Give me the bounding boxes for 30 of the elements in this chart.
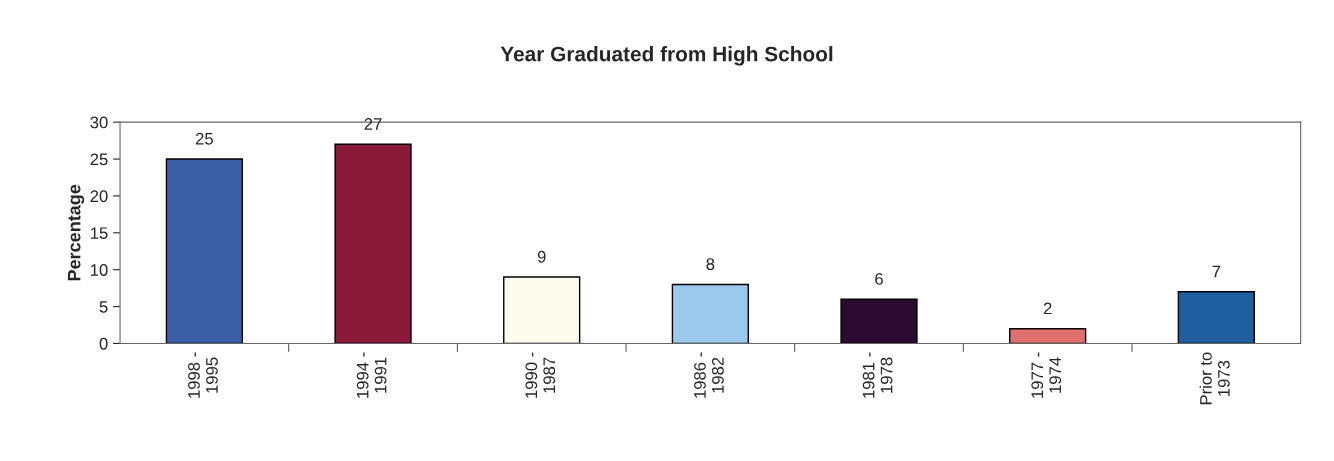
- data-label: 27: [364, 118, 382, 130]
- bar: [334, 143, 412, 344]
- y-tick-label: 25: [90, 153, 108, 166]
- bar: [1177, 291, 1255, 344]
- x-tick-label: 1981 - 1978: [862, 352, 893, 398]
- bar: [840, 298, 918, 344]
- data-label: 9: [537, 250, 546, 263]
- y-tick-label: 10: [90, 264, 108, 276]
- x-tick-label: 1994 - 1991: [356, 352, 387, 398]
- x-tick-label: 1998 - 1995: [188, 352, 218, 398]
- y-tick-label: 0: [99, 337, 108, 350]
- x-tick-label: 1990 - 1987: [525, 352, 556, 398]
- data-label: 7: [1212, 265, 1221, 278]
- x-tick-label: Prior to 1973: [1199, 352, 1230, 405]
- y-tick-label: 5: [99, 301, 108, 313]
- bar: [671, 283, 749, 344]
- data-label: 25: [195, 132, 213, 145]
- data-label: 2: [1043, 302, 1052, 315]
- y-tick-label: 30: [90, 116, 108, 129]
- bar: [165, 158, 244, 344]
- x-tick-label: 1986 - 1982: [694, 352, 724, 398]
- data-label: 8: [706, 258, 715, 271]
- bar: [503, 276, 581, 344]
- chart-title: Year Graduated from High School: [500, 46, 833, 66]
- x-tick-label: 1977 - 1974: [1031, 352, 1062, 398]
- bar: [1009, 327, 1087, 344]
- y-tick-label: 15: [90, 227, 108, 240]
- data-label: 6: [875, 272, 883, 285]
- y-tick-label: 20: [90, 190, 108, 203]
- y-axis-title: Percentage: [67, 184, 85, 281]
